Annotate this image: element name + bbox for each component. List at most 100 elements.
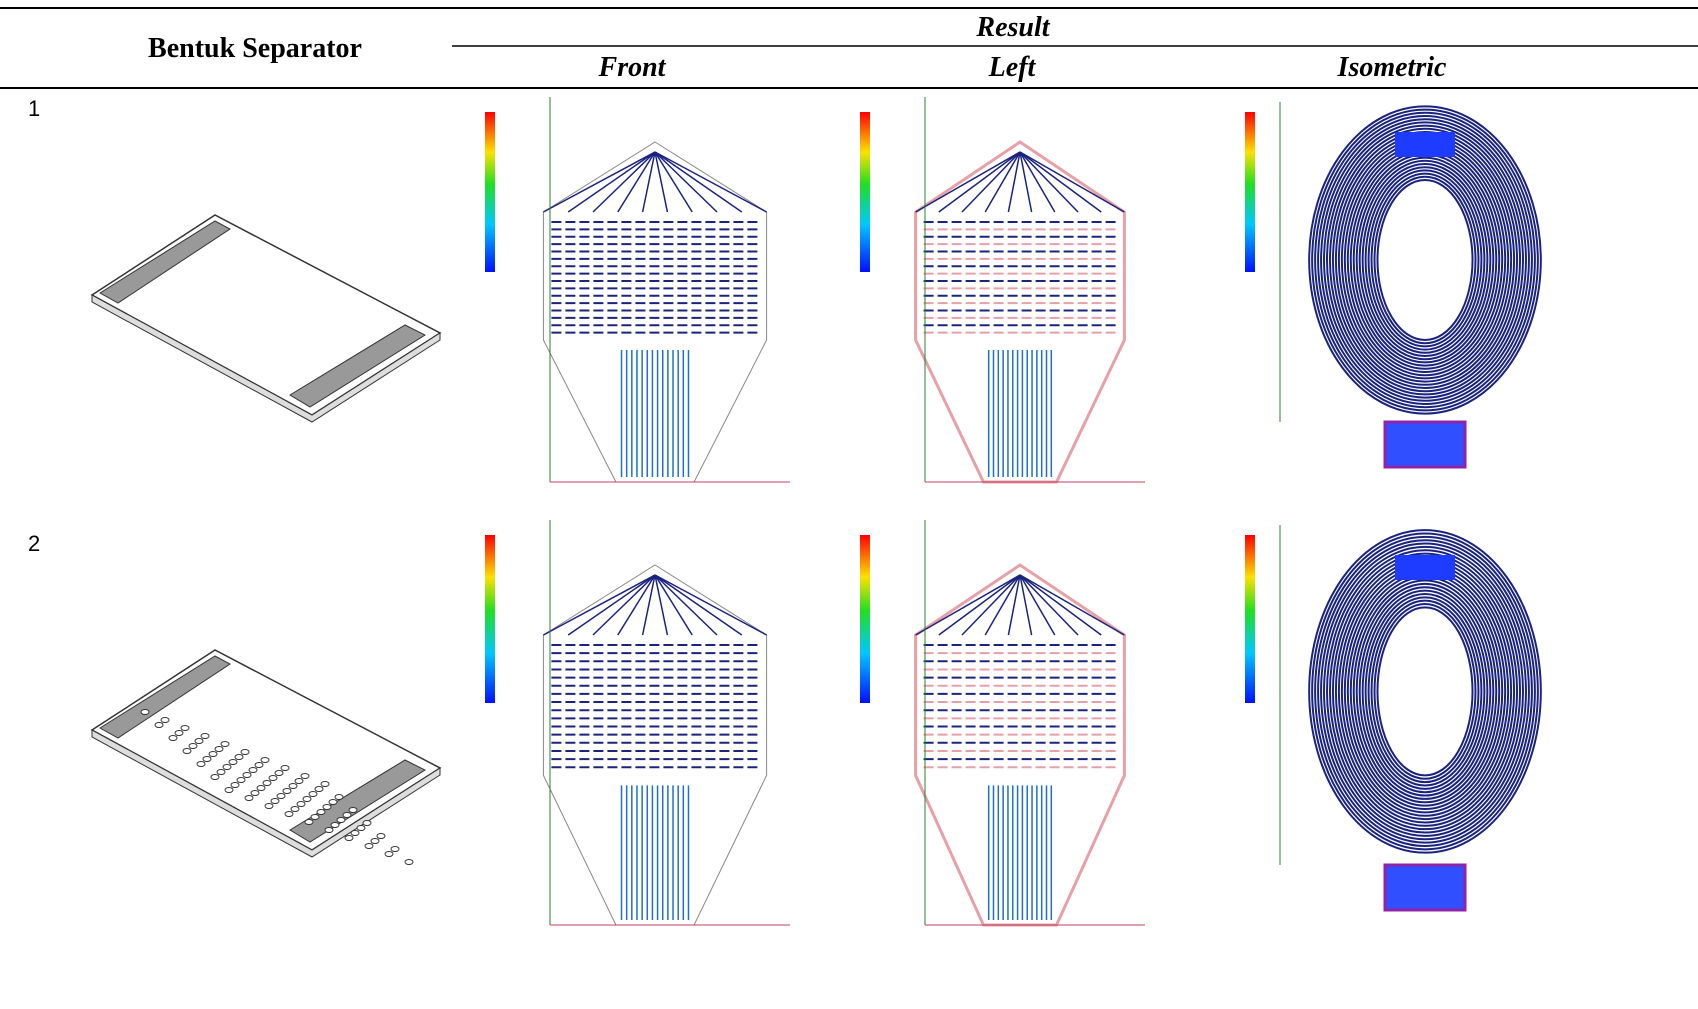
vector-cone — [939, 575, 1020, 635]
plate-hole — [303, 797, 311, 802]
plate-hole — [301, 774, 309, 779]
vector-cone — [655, 152, 767, 212]
streamline — [1375, 604, 1476, 779]
streamline — [1330, 554, 1520, 830]
figures — [92, 97, 1541, 925]
plate-hole — [189, 744, 197, 749]
streamline — [1366, 167, 1485, 353]
inlet — [1385, 422, 1465, 467]
streamline — [1360, 587, 1491, 795]
separator-plate — [92, 650, 440, 850]
streamline — [1369, 170, 1482, 349]
vector-cone — [1020, 152, 1124, 212]
color-bar — [860, 112, 870, 272]
vector-cone — [1020, 575, 1101, 635]
plate-hole — [385, 852, 393, 857]
plate-hole — [231, 783, 239, 788]
vessel-outline — [916, 565, 1125, 925]
plate-hole — [281, 766, 289, 771]
streamline — [1360, 161, 1491, 359]
plate-hole — [309, 792, 317, 797]
streamline — [1363, 164, 1488, 356]
plate-hole — [197, 762, 205, 767]
plate-hole — [217, 770, 225, 775]
plate-hole — [225, 788, 233, 793]
vector-cone — [916, 152, 1020, 212]
plate-hole — [277, 794, 285, 799]
plate-hole — [155, 723, 163, 728]
plate-hole — [249, 768, 257, 773]
plate-hole — [377, 834, 385, 839]
plate-hole — [391, 847, 399, 852]
plate-hole — [243, 773, 251, 778]
vector-cone — [543, 152, 655, 212]
plate-hole — [201, 734, 209, 739]
inlet — [1385, 865, 1465, 910]
color-bar — [1245, 112, 1255, 272]
plate-hole — [263, 781, 271, 786]
streamline — [1351, 577, 1500, 805]
plate-hole — [335, 795, 343, 800]
vector-cone — [655, 152, 742, 212]
plate-hole — [223, 765, 231, 770]
plate-hole — [363, 821, 371, 826]
streamline — [1351, 151, 1500, 369]
plate-hole — [221, 742, 229, 747]
vector-cone — [568, 152, 655, 212]
plate-hole — [295, 779, 303, 784]
plate-hole — [317, 810, 325, 815]
row-label: 1 — [28, 96, 40, 121]
outlet — [1395, 555, 1455, 580]
vector-cone — [568, 575, 655, 635]
plate-hole — [235, 755, 243, 760]
streamline — [1369, 597, 1482, 785]
view-header: Left — [988, 52, 1037, 83]
plate-hole — [289, 784, 297, 789]
vessel-outline — [543, 142, 766, 482]
plate-hole — [323, 805, 331, 810]
plate-hole — [265, 804, 273, 809]
plate-hole — [203, 757, 211, 762]
plate-hole — [257, 786, 265, 791]
color-bar — [485, 535, 495, 703]
plate-hole — [311, 815, 319, 820]
streamline — [1375, 177, 1476, 343]
plate-hole — [365, 844, 373, 849]
plate-hole — [405, 860, 413, 865]
plate-hole — [229, 760, 237, 765]
vector-cone — [939, 152, 1020, 212]
column-header: Result — [975, 12, 1050, 43]
plate-hole — [215, 747, 223, 752]
vector-cone — [543, 575, 655, 635]
plate-hole — [357, 826, 365, 831]
page: Bentuk Separator Result Front Left Isome… — [0, 0, 1698, 1009]
plate-hole — [305, 820, 313, 825]
plate-hole — [169, 736, 177, 741]
plate-hole — [291, 807, 299, 812]
view-header: Isometric — [1337, 52, 1447, 83]
vector-cone — [916, 575, 1020, 635]
plate-hole — [161, 718, 169, 723]
color-bar — [485, 112, 495, 272]
outlet — [1395, 132, 1455, 157]
vector-cone — [655, 575, 742, 635]
vessel-outline — [543, 565, 766, 925]
vector-cone — [655, 575, 767, 635]
streamline — [1372, 174, 1479, 347]
plate-hole — [297, 802, 305, 807]
streamline — [1363, 591, 1488, 793]
plate-hole — [241, 750, 249, 755]
plate-hole — [271, 799, 279, 804]
plate-hole — [337, 818, 345, 823]
plate-hole — [283, 789, 291, 794]
plate-hole — [351, 831, 359, 836]
plate-hole — [141, 710, 149, 715]
row-label: 2 — [28, 531, 40, 556]
streamline — [1366, 594, 1485, 789]
vessel-outline — [916, 142, 1125, 482]
plate-hole — [261, 758, 269, 763]
separator-plate — [92, 215, 440, 415]
color-bar — [860, 535, 870, 703]
plate-hole — [181, 726, 189, 731]
plate-hole — [211, 775, 219, 780]
